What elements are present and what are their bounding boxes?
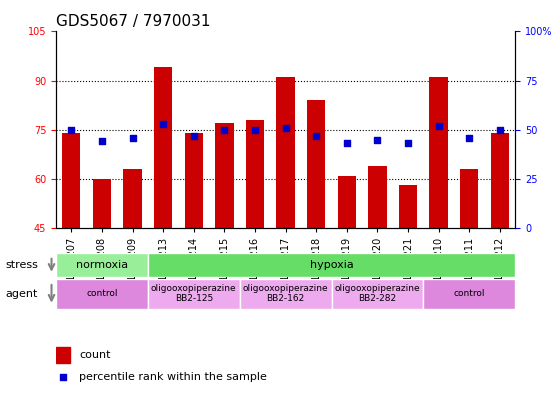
Text: normoxia: normoxia [76, 260, 128, 270]
Bar [491, 133, 509, 228]
Text: count: count [79, 350, 110, 360]
Bar [123, 169, 142, 228]
Bar [185, 133, 203, 228]
Point [404, 140, 413, 147]
FancyBboxPatch shape [56, 279, 148, 309]
Bar [368, 166, 386, 228]
Text: oligooxopiperazine
BB2-162: oligooxopiperazine BB2-162 [243, 284, 328, 303]
Bar [399, 185, 417, 228]
Bar [154, 68, 172, 228]
FancyBboxPatch shape [240, 279, 332, 309]
Point [312, 132, 321, 139]
FancyBboxPatch shape [56, 253, 148, 277]
Text: control: control [454, 289, 485, 298]
Point [465, 134, 474, 141]
Bar [338, 176, 356, 228]
Text: agent: agent [6, 289, 38, 299]
FancyBboxPatch shape [332, 279, 423, 309]
Point [344, 255, 353, 261]
Point [97, 138, 106, 145]
Bar [62, 133, 81, 228]
Text: stress: stress [6, 260, 39, 270]
Point [189, 132, 198, 139]
Point [281, 125, 290, 131]
Point [128, 134, 137, 141]
Text: oligooxopiperazine
BB2-282: oligooxopiperazine BB2-282 [335, 284, 420, 303]
Text: GDS5067 / 7970031: GDS5067 / 7970031 [56, 14, 211, 29]
Bar [215, 123, 234, 228]
Bar [430, 77, 448, 228]
Bar [460, 169, 478, 228]
Text: hypoxia: hypoxia [310, 260, 353, 270]
Point [250, 127, 259, 133]
Point [220, 127, 229, 133]
Point [342, 140, 351, 147]
Bar [246, 120, 264, 228]
Bar [93, 179, 111, 228]
FancyBboxPatch shape [423, 279, 515, 309]
Bar [277, 77, 295, 228]
Point [158, 121, 167, 127]
Text: oligooxopiperazine
BB2-125: oligooxopiperazine BB2-125 [151, 284, 236, 303]
Point [496, 127, 505, 133]
Point [67, 127, 76, 133]
Point [434, 123, 443, 129]
Bar [56, 347, 70, 363]
Text: percentile rank within the sample: percentile rank within the sample [79, 372, 267, 382]
Bar [307, 100, 325, 228]
FancyBboxPatch shape [148, 253, 515, 277]
FancyBboxPatch shape [148, 279, 240, 309]
Point [373, 136, 382, 143]
Text: control: control [86, 289, 118, 298]
